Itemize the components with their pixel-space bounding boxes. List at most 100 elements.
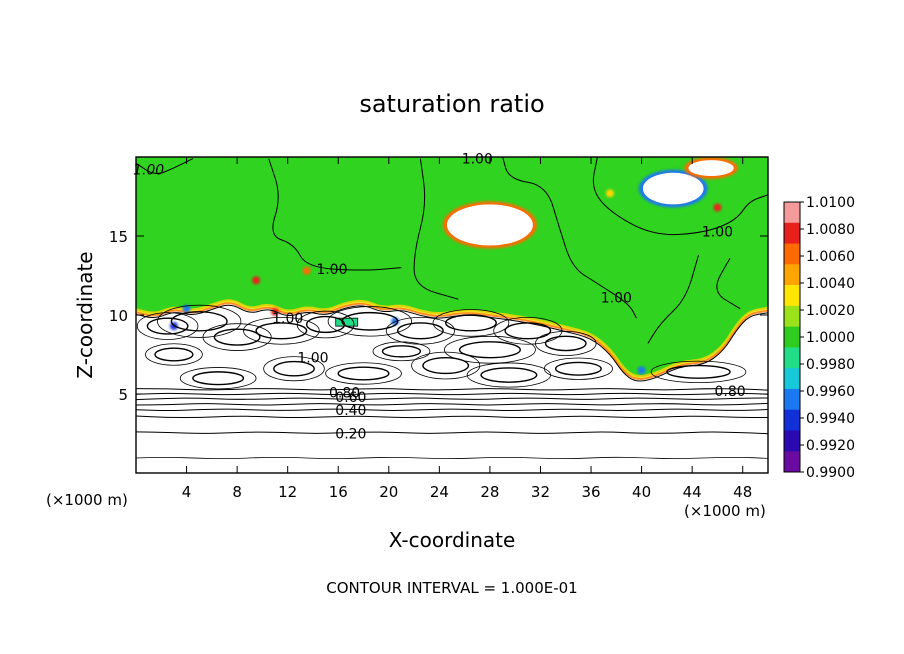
colorbar-segment — [784, 285, 800, 307]
x-tick-label: 24 — [430, 483, 449, 501]
colorbar-segment — [784, 202, 800, 224]
eddy-contour — [325, 362, 402, 385]
edge-orange — [136, 302, 768, 381]
plot-area — [136, 157, 768, 473]
x-tick-label: 4 — [182, 483, 192, 501]
colorbar-segment — [784, 368, 800, 390]
upper-contour — [502, 157, 637, 319]
color-accents — [169, 189, 722, 375]
eddy-contour — [255, 322, 308, 340]
eddy-contour — [543, 357, 613, 380]
colorbar-tick-label: 0.9980 — [806, 357, 855, 373]
colorbar-tick-label: 0.9940 — [806, 411, 855, 427]
eddy-contour — [666, 364, 731, 379]
color-accent — [182, 304, 191, 313]
x-tick-label: 40 — [632, 483, 651, 501]
colorbar-segment — [784, 409, 800, 431]
x-axis-label: X-coordinate — [389, 528, 516, 552]
x-tick-label: 16 — [329, 483, 348, 501]
colorbar-tick-label: 1.0000 — [806, 330, 855, 346]
x-tick-label: 28 — [480, 483, 499, 501]
x-tick-label: 48 — [733, 483, 752, 501]
upper-contour — [268, 158, 402, 271]
color-accent — [606, 189, 614, 198]
dry-patches — [442, 157, 738, 249]
colorbar — [783, 201, 804, 473]
x-tick-label: 20 — [379, 483, 398, 501]
upper-contour — [716, 257, 741, 310]
y-tick-label: 15 — [109, 228, 128, 246]
y-tick-label: 5 — [118, 386, 128, 404]
dry-patch — [642, 172, 704, 205]
x-tick-label: 44 — [683, 483, 702, 501]
x-tick-label: 8 — [232, 483, 242, 501]
contour-interval-footer: CONTOUR INTERVAL = 1.000E-01 — [326, 579, 577, 597]
stable-contour — [136, 397, 768, 401]
contour-label: 1.00 — [272, 311, 303, 327]
chart-title: saturation ratio — [359, 90, 544, 118]
colorbar-tick-label: 0.9960 — [806, 384, 855, 400]
edge-yellow — [136, 299, 768, 380]
eddy-contour — [422, 356, 470, 375]
colorbar-tick-label: 1.0080 — [806, 222, 855, 238]
eddy-contour — [493, 316, 563, 345]
colorbar-tick-label: 1.0040 — [806, 276, 855, 292]
color-accent — [713, 203, 722, 212]
stable-contour — [136, 402, 768, 406]
x-tick-label: 12 — [278, 483, 297, 501]
colorbar-segment — [784, 243, 800, 265]
upper-contour — [592, 157, 768, 236]
cloud-eddy-contours — [136, 304, 747, 390]
eddy-contour — [554, 361, 602, 376]
x-axis-ticks: 4 8 12 16 20 24 28 32 36 40 44 48 — [182, 157, 752, 501]
x-unit-right: (×1000 m) — [684, 502, 766, 520]
eddy-contour — [432, 309, 510, 337]
x-tick-label: 36 — [581, 483, 600, 501]
stable-contour — [136, 388, 768, 391]
color-accent — [637, 366, 646, 375]
contour-label: 0.40 — [335, 403, 366, 419]
eddy-contour — [458, 341, 521, 359]
colorbar-segment — [784, 347, 800, 369]
eddy-contour — [263, 356, 325, 382]
eddy-contour — [170, 311, 228, 332]
contour-labels: 1.001.001.001.001.001.001.000.800.600.40… — [133, 152, 746, 443]
colorbar-tick-label: 1.0100 — [806, 195, 855, 211]
x-tick-label: 32 — [531, 483, 550, 501]
eddy-contour — [146, 317, 189, 335]
colorbar-tick-label: 0.9900 — [806, 465, 855, 481]
contour-label: 0.60 — [335, 390, 366, 406]
contour-lines — [136, 157, 768, 460]
eddy-contour — [327, 306, 412, 337]
eddy-contour — [296, 310, 355, 339]
contour-label: 1.00 — [601, 291, 632, 307]
eddy-contour — [145, 343, 203, 366]
eddy-contour — [396, 322, 444, 340]
eddy-contour — [411, 351, 481, 380]
colorbar-tick-label: 1.0020 — [806, 303, 855, 319]
upper-contour — [647, 254, 699, 344]
eddy-contour — [157, 304, 242, 338]
colorbar-segment — [784, 451, 800, 473]
colorbar-segment — [784, 222, 800, 245]
color-accent — [252, 276, 261, 285]
colorbar-segment — [784, 326, 800, 348]
colorbar-segment — [784, 388, 800, 411]
dry-patch — [688, 160, 734, 176]
eddy-contour — [544, 335, 587, 352]
eddy-contour — [650, 360, 747, 384]
eddy-contour — [202, 323, 272, 351]
saturated-field — [136, 157, 768, 378]
colorbar-segment — [784, 430, 800, 452]
stable-contour — [136, 431, 768, 435]
colorbar-labels: 1.0100 1.0080 1.0060 1.0040 1.0020 1.0000 0.99… — [806, 195, 855, 481]
saturated-field-edge — [136, 299, 768, 381]
eddy-contour — [154, 347, 194, 362]
eddy-contour — [136, 312, 199, 340]
eddy-contour — [535, 330, 597, 356]
y-axis-label: Z-coordinate — [73, 251, 97, 378]
stable-contour — [136, 456, 768, 460]
eddy-contour — [273, 360, 315, 377]
contour-label: 0.20 — [335, 427, 366, 443]
